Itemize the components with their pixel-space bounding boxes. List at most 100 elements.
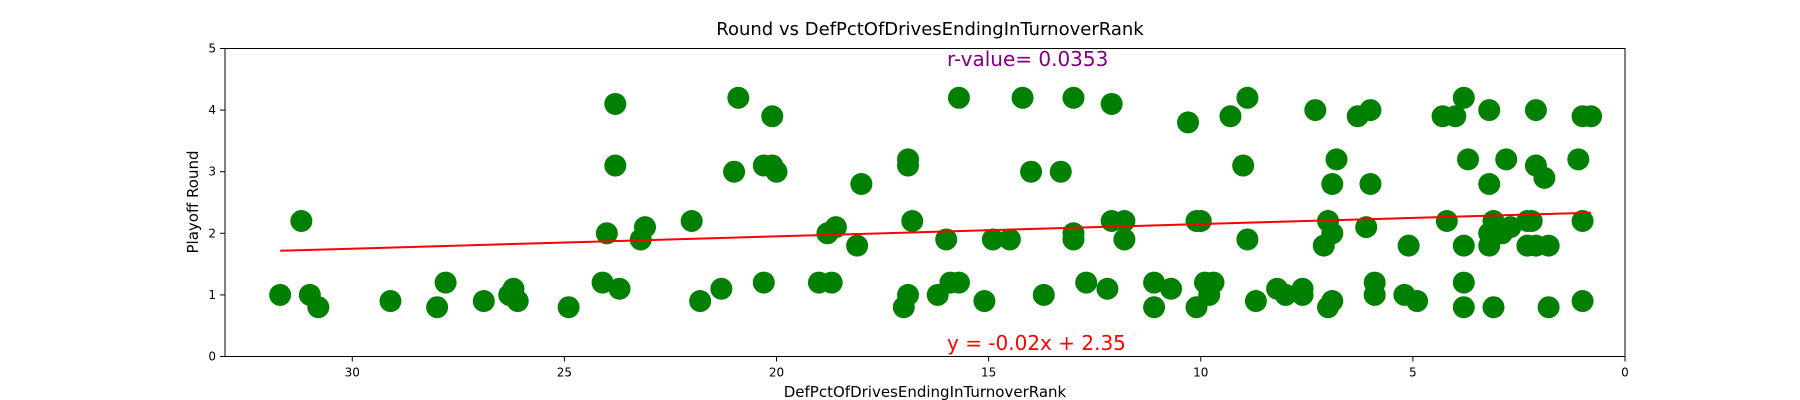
x-tick-label: 20 (769, 366, 784, 380)
scatter-point (1478, 173, 1501, 196)
scatter-point (1435, 209, 1458, 232)
scatter-point (1571, 209, 1594, 232)
y-axis-label: Playoff Round (184, 150, 202, 253)
regression-equation-annotation: y = -0.02x + 2.35 (947, 331, 1126, 355)
scatter-point (1032, 283, 1055, 306)
scatter-point (595, 222, 618, 245)
scatter-point (1495, 148, 1518, 171)
scatter-point (1236, 228, 1259, 251)
scatter-point (426, 296, 449, 319)
scatter-point (1580, 105, 1603, 128)
plot-area: 30 25 20 15 10 5 0 0 1 2 3 4 5 (208, 42, 1628, 380)
scatter-point (1406, 290, 1429, 313)
scatter-point (680, 209, 703, 232)
scatter-point (1236, 86, 1259, 109)
y-tick-label: 4 (208, 103, 216, 117)
scatter-point (850, 173, 873, 196)
scatter-point (1533, 166, 1556, 189)
scatter-point (1020, 160, 1043, 183)
y-tick-label: 1 (208, 288, 216, 302)
x-tick-label: 0 (1621, 366, 1629, 380)
scatter-point (1113, 228, 1136, 251)
scatter-point (1177, 111, 1200, 134)
scatter-point (1359, 173, 1382, 196)
scatter-point (935, 228, 958, 251)
scatter-point (727, 86, 750, 109)
scatter-point (1452, 271, 1475, 294)
chart-title: Round vs DefPctOfDrivesEndingInTurnoverR… (716, 19, 1144, 40)
x-tick-label: 5 (1409, 366, 1417, 380)
scatter-point (1232, 154, 1255, 177)
scatter-point (947, 271, 970, 294)
scatter-point (1567, 148, 1590, 171)
scatter-point (1062, 228, 1085, 251)
scatter-point (998, 228, 1021, 251)
scatter-point (1397, 234, 1420, 257)
scatter-point (604, 154, 627, 177)
scatter-point (1321, 290, 1344, 313)
y-tick-label: 3 (208, 165, 216, 179)
scatter-point (1482, 296, 1505, 319)
x-axis-label: DefPctOfDrivesEndingInTurnoverRank (784, 383, 1067, 400)
scatter-point (947, 86, 970, 109)
scatter-point (1524, 99, 1547, 122)
scatter-point (307, 296, 330, 319)
scatter-point (981, 228, 1004, 251)
scatter-point (1189, 209, 1212, 232)
scatter-point (765, 160, 788, 183)
plot-frame (224, 48, 1626, 357)
scatter-point (557, 296, 580, 319)
scatter-point (1160, 277, 1183, 300)
scatter-point (1143, 296, 1166, 319)
scatter-point (1452, 86, 1475, 109)
scatter-point (1244, 290, 1267, 313)
y-tick-label: 5 (208, 42, 216, 56)
scatter-point (1571, 290, 1594, 313)
scatter-point (434, 271, 457, 294)
scatter-point (1444, 105, 1467, 128)
scatter-point (723, 160, 746, 183)
scatter-point (1143, 271, 1166, 294)
scatter-point (1321, 222, 1344, 245)
scatter-point (1321, 173, 1344, 196)
scatter-point (506, 290, 529, 313)
x-tick-label: 10 (1193, 366, 1208, 380)
scatter-point (973, 290, 996, 313)
x-axis-ticks: 30 25 20 15 10 5 0 (345, 356, 1629, 380)
scatter-point (1325, 148, 1348, 171)
x-tick-label: 15 (981, 366, 996, 380)
scatter-point (634, 216, 656, 239)
scatter-point (1359, 99, 1382, 122)
scatter-point (1100, 92, 1123, 115)
scatter-point (1355, 216, 1378, 239)
y-tick-label: 2 (208, 226, 216, 240)
scatter-point (1274, 283, 1297, 306)
scatter-point (1096, 277, 1119, 300)
scatter-point (1537, 234, 1560, 257)
scatter-point (897, 283, 920, 306)
scatter-point (269, 283, 292, 306)
scatter-point (846, 234, 869, 257)
scatter-point (608, 277, 631, 300)
scatter-point (591, 271, 614, 294)
scatter-point (761, 105, 784, 128)
r-value-annotation: r-value= 0.0353 (947, 47, 1108, 71)
scatter-point (472, 290, 495, 313)
scatter-point (1219, 105, 1242, 128)
scatter-point (689, 290, 712, 313)
scatter-point (710, 277, 733, 300)
scatter-point (290, 209, 313, 232)
scatter-point (1291, 277, 1314, 300)
scatter-point (1452, 296, 1475, 319)
scatter-point (1363, 283, 1386, 306)
scatter-point (897, 154, 920, 177)
scatter-point (604, 92, 627, 115)
scatter-point (1202, 271, 1225, 294)
scatter-point (824, 216, 847, 239)
scatter-point (1452, 234, 1475, 257)
x-tick-label: 30 (345, 366, 360, 380)
scatter-point (1478, 99, 1501, 122)
y-axis-ticks: 0 1 2 3 4 5 (208, 42, 225, 364)
